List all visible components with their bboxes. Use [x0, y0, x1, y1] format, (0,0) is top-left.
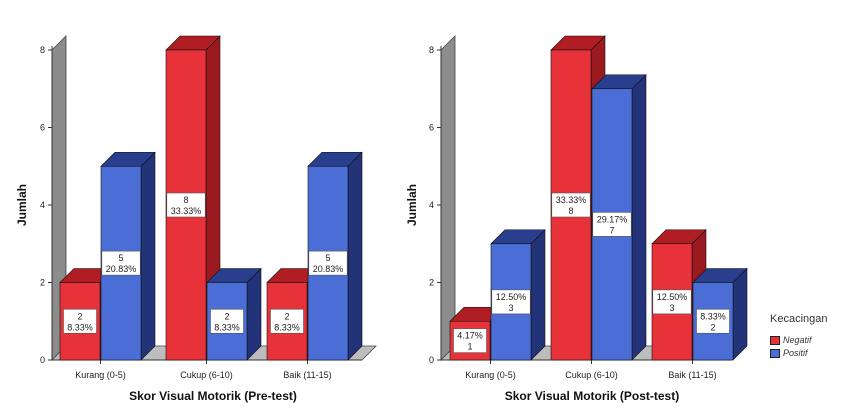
bar-negatif-2: 833.33% — [165, 35, 221, 361]
x-tick-label: Kurang (0-5) — [75, 370, 126, 380]
bar-side — [246, 267, 262, 361]
data-label-box — [652, 289, 692, 315]
data-label-line-1: 5 — [118, 253, 123, 263]
chart-legend: Kecacingan Negatif Positif — [770, 313, 848, 360]
data-label-line-1: 12.50% — [496, 292, 527, 302]
x-axis-title: Skor Visual Motorik (Pre-test) — [129, 389, 297, 403]
data-label: 520.83% — [101, 250, 141, 276]
data-label-box — [166, 192, 206, 218]
bar-side — [631, 74, 647, 361]
data-label: 12.50%3 — [652, 289, 692, 315]
data-label-line-2: 20.83% — [106, 264, 137, 274]
chart-1: 0 2 4 6 8 Jumlah Skor Visual Motorik (Pre-test… — [15, 35, 377, 403]
data-label-box — [308, 250, 348, 276]
data-label: 520.83% — [308, 250, 348, 276]
x-tick-label: Baik (11-15) — [668, 370, 716, 380]
y-tick-label: 6 — [40, 123, 45, 133]
legend-label-negatif: Negatif — [783, 335, 812, 345]
data-label: 29.17%7 — [592, 212, 632, 237]
data-label-line-1: 33.33% — [556, 195, 587, 205]
data-label-line-1: 5 — [325, 253, 330, 263]
bar-positif-2: 29.17%7 — [591, 74, 647, 361]
data-label-line-1: 8.33% — [700, 311, 726, 321]
y-tick-label: 6 — [429, 123, 434, 133]
data-label-line-2: 3 — [669, 303, 674, 313]
data-label-line-2: 7 — [609, 225, 614, 235]
data-label-line-2: 33.33% — [171, 206, 202, 216]
bar-side — [530, 229, 546, 361]
x-tick-label: Cukup (6-10) — [180, 370, 233, 380]
bar-side — [732, 267, 748, 361]
bar-positif-1: 12.50%3 — [490, 229, 546, 361]
x-tick-label: Cukup (6-10) — [565, 370, 618, 380]
x-tick-label: Kurang (0-5) — [465, 370, 516, 380]
data-label-line-2: 2 — [710, 322, 715, 332]
data-label: 12.50%3 — [491, 289, 531, 315]
data-label-box — [453, 328, 487, 353]
data-label-box — [63, 308, 97, 334]
bar-positif-1: 520.83% — [100, 151, 156, 361]
data-label: 28.33% — [63, 308, 97, 334]
data-label-line-1: 4.17% — [457, 331, 483, 341]
y-tick-label: 4 — [429, 200, 434, 210]
data-label: 8.33%2 — [696, 308, 730, 334]
data-label-box — [696, 308, 730, 334]
data-label-line-2: 3 — [508, 303, 513, 313]
y-tick-label: 4 — [40, 200, 45, 210]
y-axis-title: Jumlah — [15, 184, 29, 226]
data-label-line-2: 8.33% — [274, 322, 300, 332]
legend-label-positif: Positif — [783, 348, 808, 358]
data-label-line-1: 2 — [224, 311, 229, 321]
data-label-box — [101, 250, 141, 276]
data-label-line-2: 8 — [568, 206, 573, 216]
y-tick-label: 0 — [429, 355, 434, 365]
bar-positif-2: 28.33% — [206, 267, 262, 361]
legend-swatch-positif — [770, 348, 780, 358]
chart-side-wall — [440, 35, 456, 361]
legend-item-negatif: Negatif — [770, 334, 848, 346]
data-label-line-2: 20.83% — [313, 264, 344, 274]
y-tick-label: 8 — [40, 45, 45, 55]
data-label-box — [592, 212, 632, 237]
y-tick-label: 0 — [40, 355, 45, 365]
bar-positif-3: 8.33%2 — [692, 267, 748, 361]
data-label-line-2: 8.33% — [67, 322, 93, 332]
data-label-line-2: 1 — [467, 342, 472, 352]
data-label-line-1: 2 — [77, 311, 82, 321]
x-axis-title: Skor Visual Motorik (Post-test) — [505, 389, 679, 403]
data-label-line-1: 8 — [183, 195, 188, 205]
data-label: 833.33% — [166, 192, 206, 218]
data-label-line-1: 2 — [284, 311, 289, 321]
data-label: 28.33% — [270, 308, 304, 334]
data-label-box — [491, 289, 531, 315]
y-tick-label: 2 — [429, 278, 434, 288]
x-tick-label: Baik (11-15) — [283, 370, 331, 380]
data-label: 33.33%8 — [551, 192, 591, 218]
data-label-line-1: 29.17% — [597, 214, 628, 224]
data-label-box — [551, 192, 591, 218]
legend-title: Kecacingan — [770, 313, 828, 325]
bar-side — [140, 151, 156, 361]
y-tick-label: 2 — [40, 278, 45, 288]
legend-swatch-negatif — [770, 335, 780, 345]
legend-item-positif: Positif — [770, 347, 848, 359]
data-label-line-1: 12.50% — [657, 292, 688, 302]
bar-positif-3: 520.83% — [307, 151, 363, 361]
data-label-box — [210, 308, 244, 334]
bar-side — [347, 151, 363, 361]
data-label: 28.33% — [210, 308, 244, 334]
chart-2: 0 2 4 6 8 Jumlah Skor Visual Motorik (Post-tes… — [405, 35, 748, 403]
y-tick-label: 8 — [429, 45, 434, 55]
data-label: 4.17%1 — [453, 328, 487, 353]
data-label-line-2: 8.33% — [214, 322, 240, 332]
y-axis-title: Jumlah — [405, 184, 419, 226]
data-label-box — [270, 308, 304, 334]
